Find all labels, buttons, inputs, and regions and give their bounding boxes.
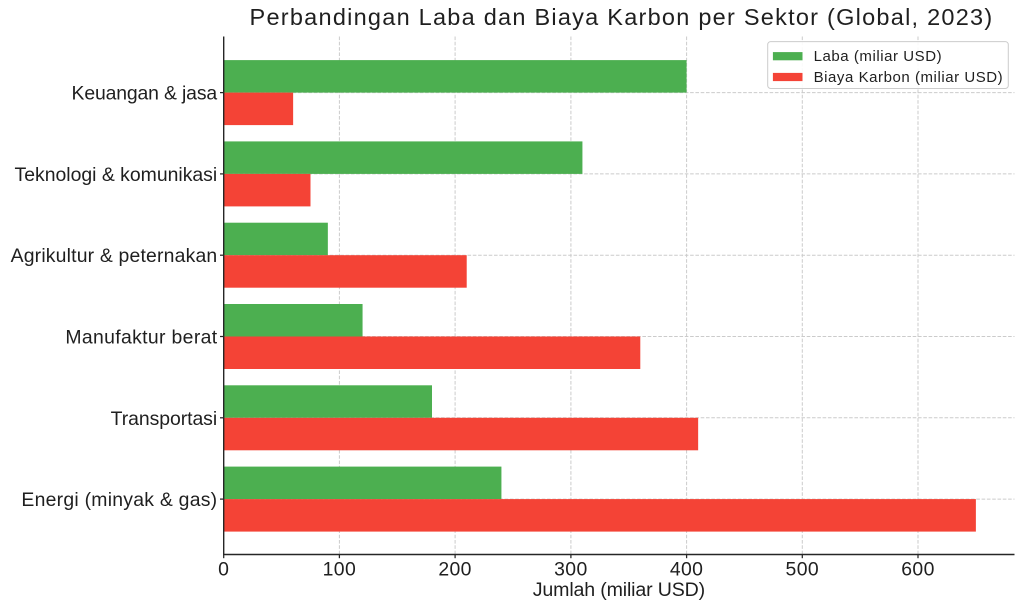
svg-text:600: 600 — [901, 558, 935, 580]
svg-text:500: 500 — [786, 558, 820, 580]
svg-text:200: 200 — [438, 558, 472, 580]
svg-text:Keuangan & jasa: Keuangan & jasa — [72, 83, 218, 105]
svg-text:0: 0 — [218, 558, 229, 580]
svg-text:Laba (miliar USD): Laba (miliar USD) — [814, 48, 943, 65]
svg-text:Transportasi: Transportasi — [111, 408, 217, 430]
svg-text:100: 100 — [323, 558, 357, 580]
svg-text:Biaya Karbon (miliar USD): Biaya Karbon (miliar USD) — [814, 69, 1004, 86]
svg-text:Energi (minyak & gas): Energi (minyak & gas) — [21, 489, 217, 511]
svg-text:300: 300 — [554, 558, 588, 580]
svg-text:Jumlah (miliar USD): Jumlah (miliar USD) — [533, 579, 705, 601]
svg-text:Agrikultur & peternakan: Agrikultur & peternakan — [11, 245, 218, 267]
svg-text:Perbandingan Laba dan Biaya Ka: Perbandingan Laba dan Biaya Karbon per S… — [250, 4, 994, 30]
svg-text:Manufaktur berat: Manufaktur berat — [65, 327, 217, 349]
svg-text:Teknologi & komunikasi: Teknologi & komunikasi — [15, 164, 218, 186]
svg-text:400: 400 — [670, 558, 704, 580]
